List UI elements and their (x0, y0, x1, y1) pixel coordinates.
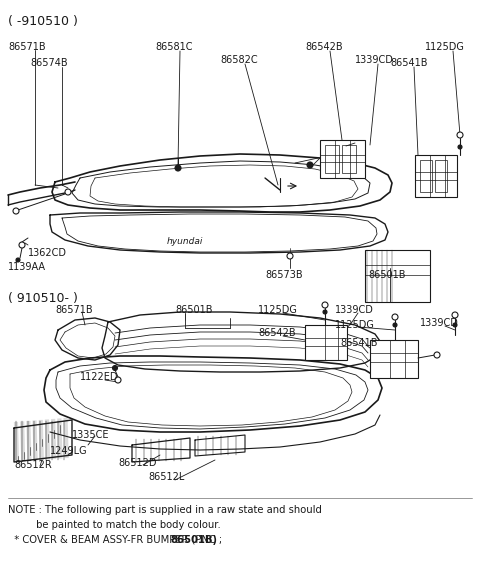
Circle shape (452, 312, 458, 318)
Circle shape (457, 132, 463, 138)
Text: be painted to match the body colour.: be painted to match the body colour. (8, 520, 221, 530)
Bar (365, 250, 430, 302)
Circle shape (13, 208, 19, 214)
Text: 86542B: 86542B (258, 328, 296, 338)
Text: 86541B: 86541B (340, 338, 377, 348)
Text: 86573B: 86573B (265, 270, 302, 280)
Bar (435, 160, 447, 192)
Text: ( 910510- ): ( 910510- ) (8, 292, 78, 305)
Circle shape (16, 258, 20, 262)
Circle shape (175, 165, 181, 171)
Text: 86501B: 86501B (368, 270, 406, 280)
Circle shape (434, 352, 440, 358)
Text: 1362CD: 1362CD (28, 248, 67, 258)
Text: hyundai: hyundai (167, 237, 203, 246)
Text: * COVER & BEAM ASSY-FR BUMPER (PNC ;: * COVER & BEAM ASSY-FR BUMPER (PNC ; (8, 535, 225, 545)
Text: 1339CD: 1339CD (355, 55, 394, 65)
Circle shape (287, 253, 293, 259)
Circle shape (458, 145, 462, 149)
Text: 1125DG: 1125DG (425, 42, 465, 52)
Text: 1335CE: 1335CE (72, 430, 109, 440)
Circle shape (19, 242, 25, 248)
Circle shape (65, 189, 71, 195)
Circle shape (112, 366, 118, 370)
Bar (325, 145, 339, 173)
Text: 86542B: 86542B (305, 42, 343, 52)
Text: 86501B: 86501B (175, 305, 213, 315)
Circle shape (323, 310, 327, 314)
Text: 86512D: 86512D (118, 458, 156, 468)
Text: 1125DG: 1125DG (335, 320, 375, 330)
Text: 86571B: 86571B (55, 305, 93, 315)
Circle shape (322, 302, 328, 308)
Text: ( -910510 ): ( -910510 ) (8, 15, 78, 28)
Bar (420, 160, 432, 192)
Circle shape (115, 377, 121, 383)
Text: 86582C: 86582C (220, 55, 258, 65)
Text: 1125DG: 1125DG (258, 305, 298, 315)
Text: 86581C: 86581C (155, 42, 192, 52)
Circle shape (307, 162, 313, 168)
Bar (305, 325, 347, 360)
Text: 86574B: 86574B (30, 58, 68, 68)
Circle shape (453, 323, 457, 327)
Text: 1339CD: 1339CD (335, 305, 374, 315)
Bar (370, 340, 418, 378)
Text: 86512R: 86512R (14, 460, 52, 470)
Bar (415, 155, 457, 197)
Text: NOTE : The following part is supplied in a raw state and should: NOTE : The following part is supplied in… (8, 505, 322, 515)
Text: 1339CD: 1339CD (420, 318, 459, 328)
Bar (320, 140, 365, 178)
Text: 86571B: 86571B (8, 42, 46, 52)
Bar (342, 145, 356, 173)
Text: 86541B: 86541B (390, 58, 428, 68)
Text: 1249LG: 1249LG (50, 446, 88, 456)
Text: 86512L: 86512L (148, 472, 184, 482)
Circle shape (392, 314, 398, 320)
Text: 1139AA: 1139AA (8, 262, 46, 272)
Text: 1122ED: 1122ED (80, 372, 119, 382)
Circle shape (393, 323, 397, 327)
Text: 86501B): 86501B) (170, 535, 217, 545)
